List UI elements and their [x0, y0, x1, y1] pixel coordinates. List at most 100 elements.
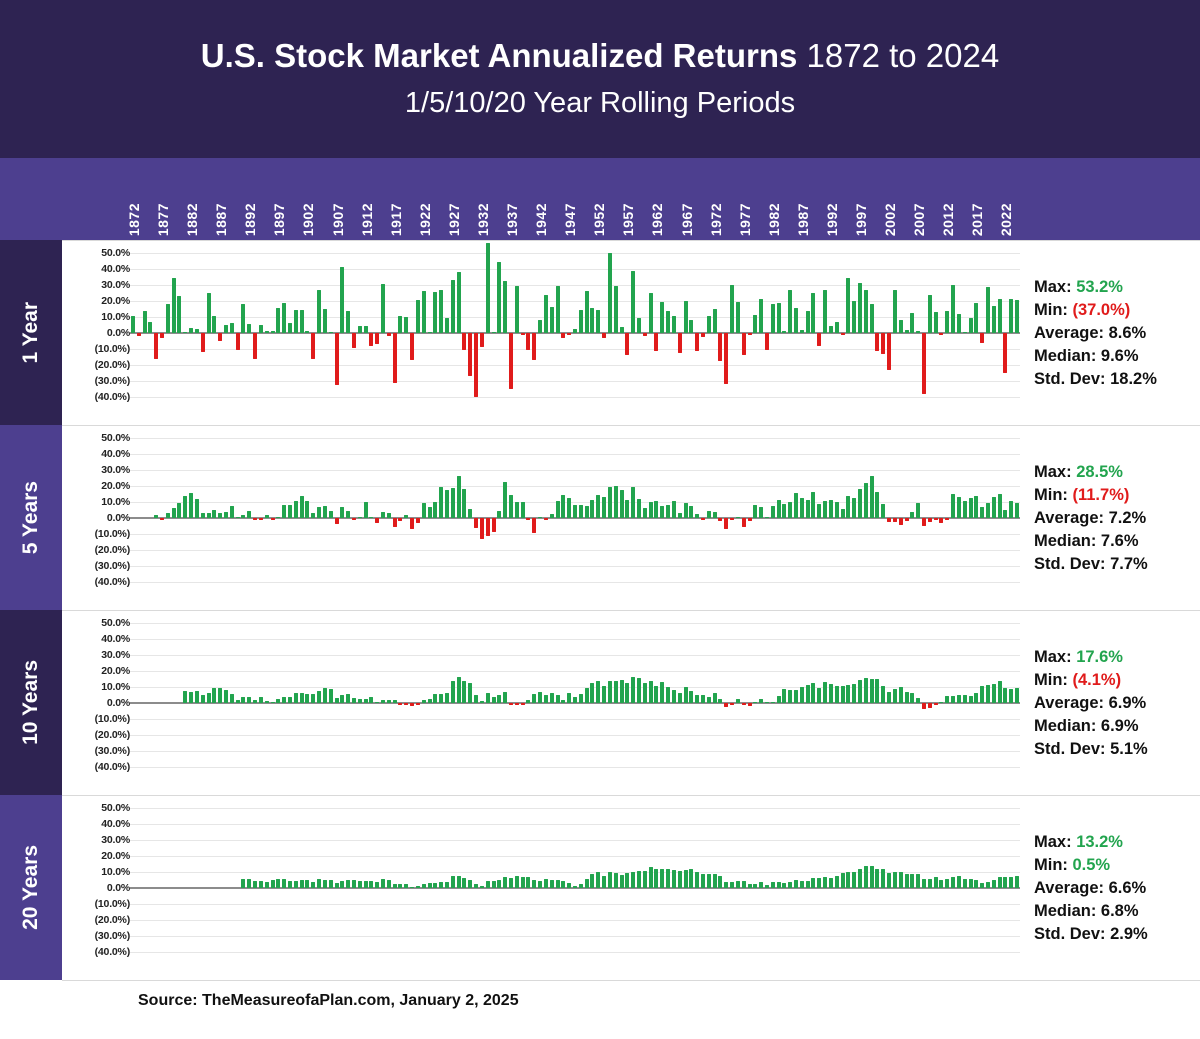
gridline: [130, 719, 1020, 720]
page-title: U.S. Stock Market Annualized Returns 187…: [201, 35, 999, 77]
bar: [706, 696, 711, 703]
gridline: [130, 904, 1020, 905]
bar: [997, 493, 1002, 518]
bar: [747, 883, 752, 888]
x-axis-tick-2012: 2012: [940, 202, 957, 236]
stat-median-value: 7.6%: [1100, 532, 1139, 550]
bar: [392, 518, 397, 527]
bar: [759, 881, 764, 888]
bar: [718, 518, 723, 521]
bar: [700, 518, 705, 520]
bar: [875, 492, 880, 518]
bar: [532, 333, 537, 361]
x-axis-tick-1972: 1972: [707, 202, 724, 236]
bar: [491, 331, 496, 333]
bar: [183, 690, 188, 703]
bar: [596, 871, 601, 888]
gridline: [130, 317, 1020, 318]
bar: [253, 700, 258, 703]
bar: [509, 877, 513, 888]
gridline: [130, 623, 1020, 624]
bar: [991, 879, 996, 888]
bar: [805, 311, 810, 333]
bar: [625, 333, 630, 355]
bar: [346, 310, 351, 333]
bar: [933, 312, 938, 333]
bar: [747, 518, 752, 521]
bar: [381, 511, 386, 518]
bar: [945, 696, 950, 703]
bar: [904, 330, 909, 333]
stat-max-value: 17.6%: [1076, 648, 1123, 666]
gridline: [130, 872, 1020, 873]
bar: [253, 880, 258, 888]
bar: [590, 873, 595, 888]
bar: [991, 497, 996, 518]
bar: [654, 685, 659, 703]
bar: [561, 700, 566, 703]
stat-average-label: Average:: [1034, 694, 1109, 712]
bar: [468, 508, 473, 518]
bar: [695, 514, 700, 518]
gridline: [130, 920, 1020, 921]
bar: [689, 869, 694, 888]
bar: [456, 475, 461, 518]
bar: [817, 503, 822, 518]
bar: [270, 701, 275, 703]
bar: [660, 681, 665, 703]
plot-area-10y: [130, 615, 1020, 775]
y-axis-tick: 0.0%: [106, 512, 130, 524]
bar: [194, 328, 199, 333]
bar: [840, 686, 845, 703]
bar: [677, 333, 682, 354]
bar: [1003, 687, 1008, 703]
stat-min-label: Min:: [1034, 671, 1073, 689]
bar: [712, 512, 717, 518]
bar: [532, 518, 537, 533]
bar: [363, 698, 368, 703]
bar: [602, 497, 607, 518]
bar: [514, 285, 519, 333]
bar: [433, 502, 438, 518]
bar: [351, 518, 356, 520]
bar: [526, 876, 531, 888]
bar: [410, 703, 415, 706]
gridline: [130, 936, 1020, 937]
bar: [636, 498, 641, 518]
bar: [1009, 689, 1014, 703]
bar: [619, 490, 624, 518]
stat-min: Min: (11.7%): [1034, 484, 1200, 507]
x-axis-tick-1892: 1892: [242, 202, 259, 236]
bar: [986, 684, 990, 703]
bar: [945, 518, 950, 520]
y-axis-tick: (40.0%): [94, 391, 131, 403]
bar: [334, 883, 339, 888]
bar: [712, 692, 717, 703]
bar: [951, 284, 956, 333]
bar: [404, 515, 409, 518]
bar: [660, 506, 665, 518]
bar: [828, 878, 833, 888]
bar: [311, 512, 316, 518]
bar: [671, 500, 676, 518]
bar: [904, 518, 909, 521]
stat-min-label: Min:: [1034, 486, 1073, 504]
bar: [892, 290, 897, 333]
panel-label-text: 5 Years: [19, 480, 42, 555]
bar: [573, 885, 577, 888]
bar: [613, 873, 618, 888]
bar: [823, 500, 828, 518]
bar: [474, 884, 479, 888]
bar: [596, 494, 601, 518]
bar: [671, 870, 676, 888]
y-axis-tick: 30.0%: [101, 464, 130, 476]
bar: [939, 518, 944, 523]
bar: [974, 302, 979, 333]
bar: [584, 505, 589, 518]
bar: [986, 286, 990, 333]
panel-20y: 20 Years 50.0% 40.0% 30.0% 20.0% 10.0% 0.0% (10…: [0, 795, 1200, 981]
bar: [247, 323, 252, 333]
bar: [648, 681, 653, 703]
bar: [381, 879, 386, 888]
stat-stddev: Std. Dev: 5.1%: [1034, 738, 1200, 761]
